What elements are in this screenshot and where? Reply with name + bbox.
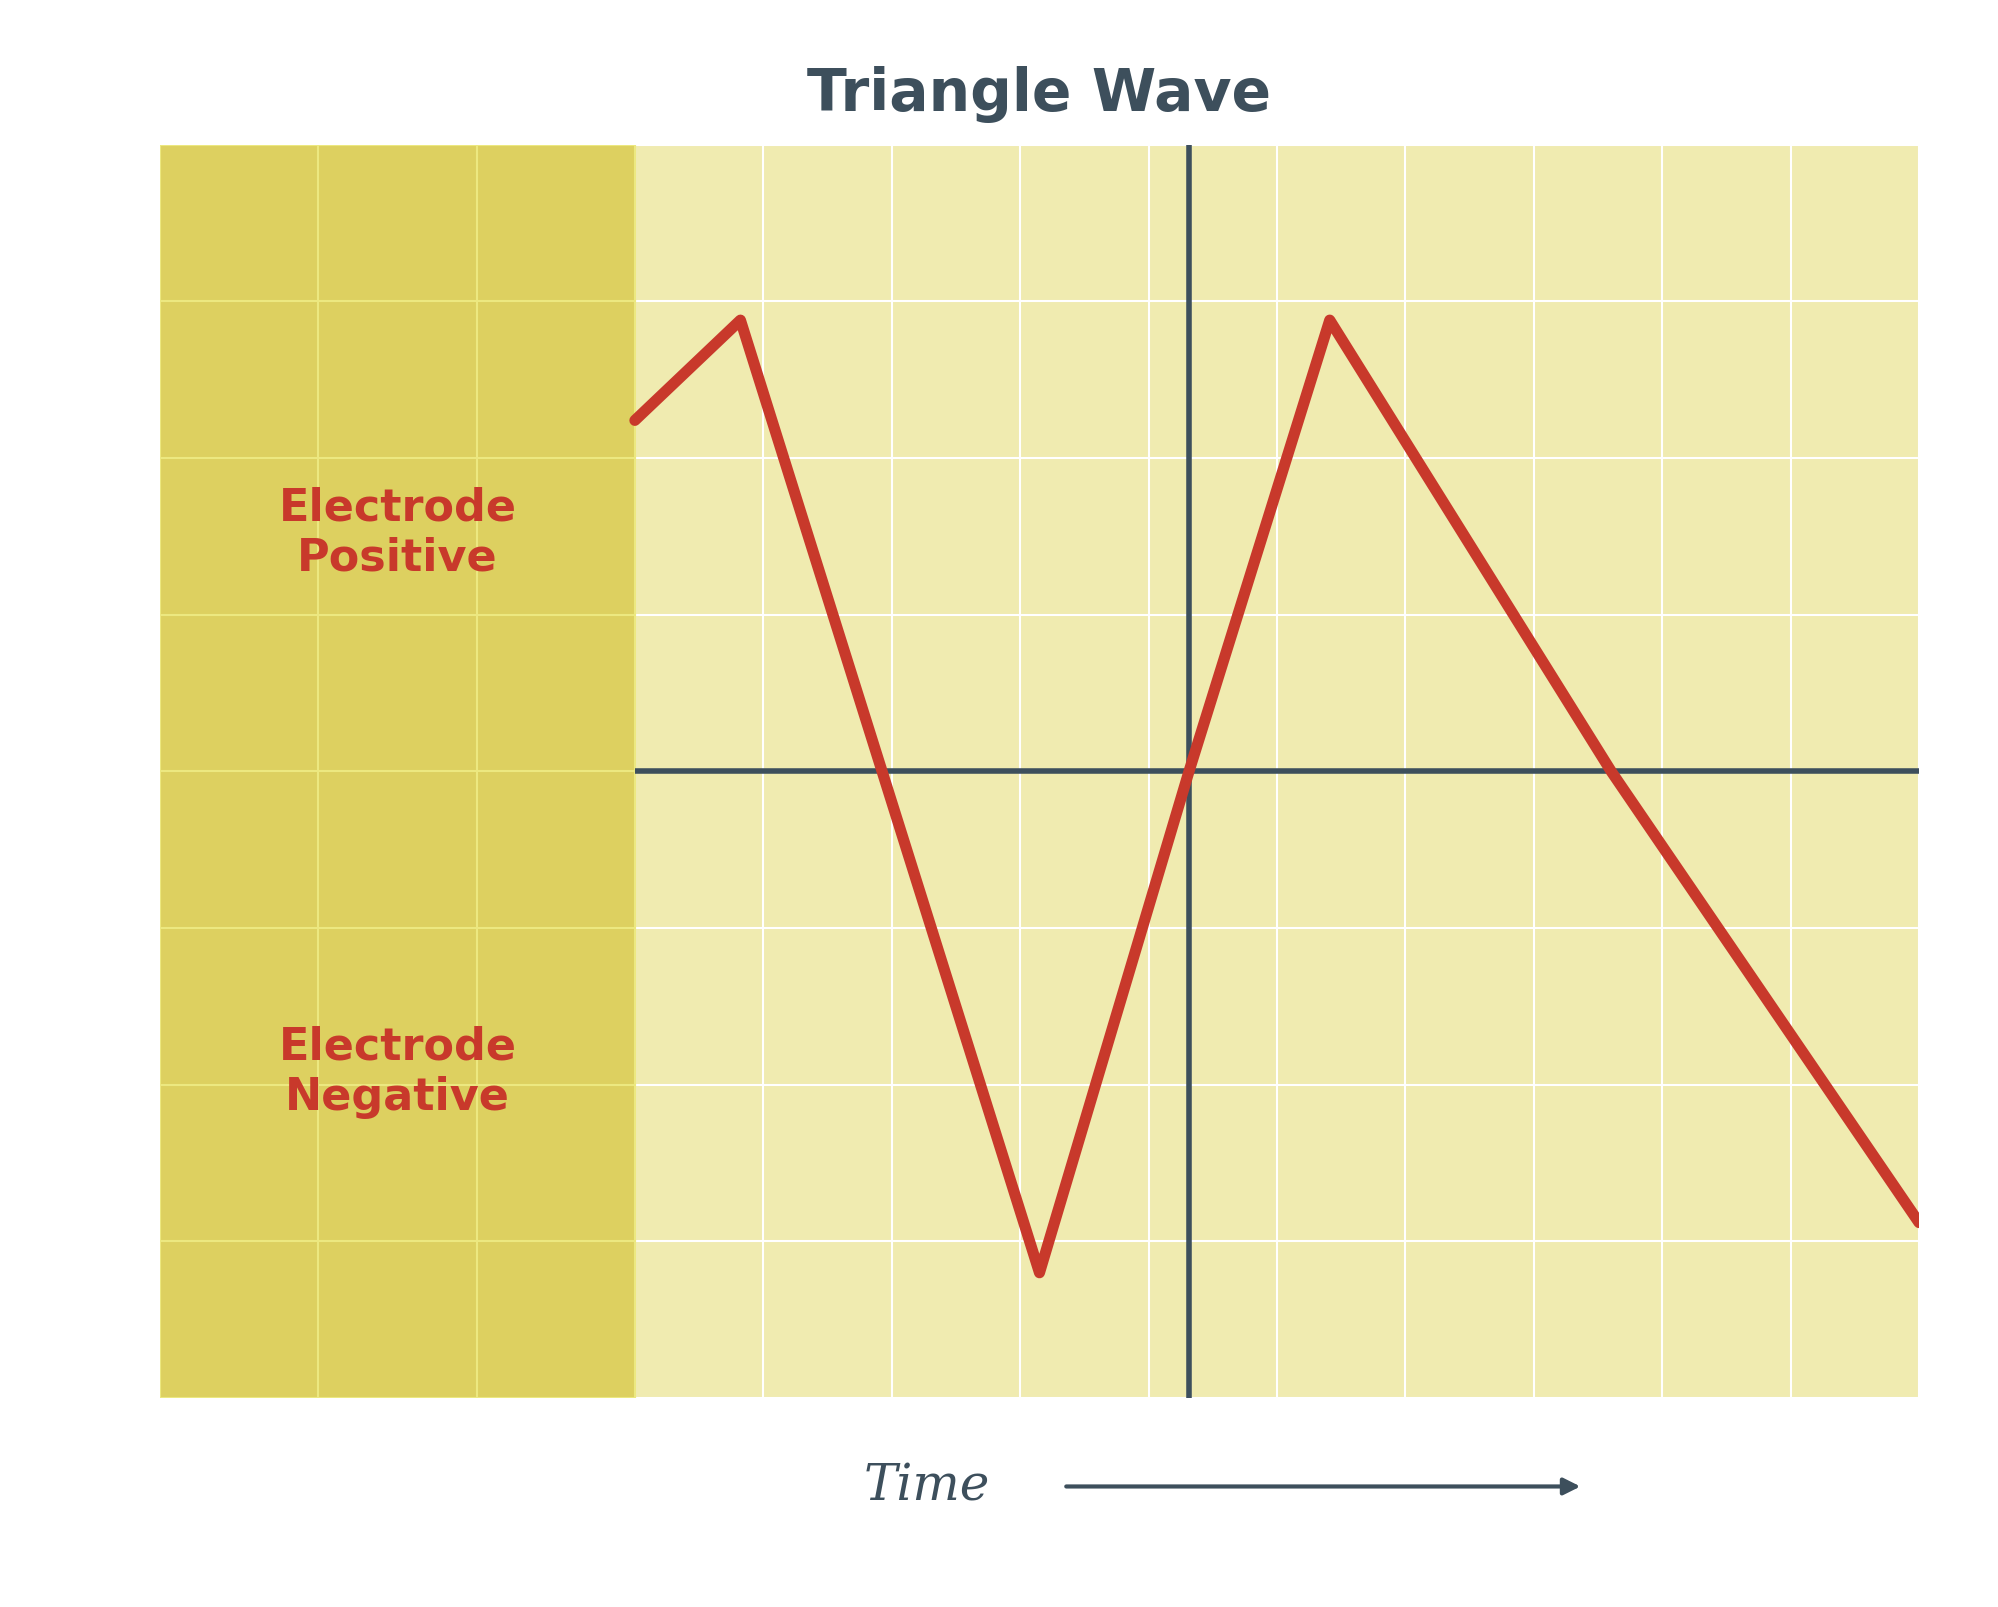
Text: Electrode
Positive: Electrode Positive xyxy=(278,487,515,580)
Text: Electrode
Negative: Electrode Negative xyxy=(278,1025,515,1118)
Title: Triangle Wave: Triangle Wave xyxy=(807,66,1271,124)
Bar xyxy=(160,145,635,1398)
Text: Time: Time xyxy=(863,1462,989,1511)
